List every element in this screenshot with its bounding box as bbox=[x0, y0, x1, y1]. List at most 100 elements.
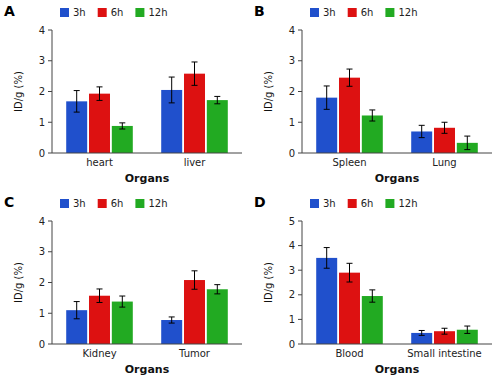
error-cap bbox=[347, 86, 353, 87]
error-stem bbox=[122, 296, 123, 307]
bars bbox=[316, 69, 478, 153]
error-cap bbox=[419, 137, 425, 138]
y-axis-label: ID/g (%) bbox=[263, 71, 274, 112]
y-tick bbox=[48, 313, 52, 314]
error-cap bbox=[442, 334, 448, 335]
error-stem bbox=[444, 328, 445, 334]
x-axis bbox=[302, 153, 492, 154]
error-cap bbox=[214, 284, 220, 285]
error-bar bbox=[97, 87, 103, 101]
error-bar bbox=[419, 330, 425, 335]
legend-item: 3h bbox=[60, 7, 86, 18]
legend-label: 12h bbox=[398, 7, 417, 18]
error-cap bbox=[369, 302, 375, 303]
error-cap bbox=[74, 301, 80, 302]
legend-label: 12h bbox=[148, 198, 167, 209]
legend-swatch bbox=[348, 199, 357, 208]
error-cap bbox=[192, 61, 198, 62]
bar bbox=[316, 258, 337, 344]
error-cap bbox=[192, 85, 198, 86]
bars bbox=[66, 271, 228, 344]
panel-label: A bbox=[4, 3, 15, 19]
panel-label: C bbox=[4, 194, 14, 210]
error-stem bbox=[194, 271, 195, 289]
legend-label: 3h bbox=[73, 7, 86, 18]
legend-item: 6h bbox=[98, 198, 124, 209]
y-tick-label: 5 bbox=[289, 216, 295, 227]
error-bar bbox=[464, 326, 470, 333]
legend-label: 6h bbox=[361, 198, 374, 209]
bar bbox=[362, 296, 383, 344]
error-cap bbox=[214, 293, 220, 294]
legend-item: 12h bbox=[135, 198, 167, 209]
legend-label: 3h bbox=[323, 7, 336, 18]
error-stem bbox=[326, 86, 327, 109]
error-cap bbox=[324, 268, 330, 269]
y-tick bbox=[298, 294, 302, 295]
error-cap bbox=[347, 69, 353, 70]
y-tick bbox=[48, 282, 52, 283]
panel-label: B bbox=[254, 3, 265, 19]
error-cap bbox=[369, 109, 375, 110]
legend-label: 12h bbox=[398, 198, 417, 209]
error-bar bbox=[74, 91, 80, 113]
y-tick-label: 1 bbox=[289, 314, 295, 325]
error-stem bbox=[76, 302, 77, 319]
y-axis-label: ID/g (%) bbox=[13, 262, 24, 303]
y-tick bbox=[298, 344, 302, 345]
y-tick bbox=[298, 221, 302, 222]
legend-item: 6h bbox=[348, 7, 374, 18]
legend: 3h6h12h bbox=[60, 7, 167, 18]
error-cap bbox=[442, 328, 448, 329]
y-tick bbox=[298, 319, 302, 320]
legend-label: 3h bbox=[73, 198, 86, 209]
error-cap bbox=[419, 125, 425, 126]
error-cap bbox=[119, 129, 125, 130]
error-bar bbox=[169, 77, 175, 103]
legend-item: 12h bbox=[385, 7, 417, 18]
x-tick-label: liver bbox=[184, 157, 207, 168]
y-axis bbox=[52, 221, 53, 344]
x-tick-label: Kidney bbox=[82, 348, 116, 359]
legend: 3h 6h 12h bbox=[310, 7, 417, 18]
error-cap bbox=[169, 323, 175, 324]
error-stem bbox=[99, 87, 100, 101]
y-tick-label: 2 bbox=[39, 277, 45, 288]
bars bbox=[316, 248, 478, 344]
legend-item: 3h bbox=[60, 198, 86, 209]
error-cap bbox=[442, 133, 448, 134]
y-tick bbox=[48, 30, 52, 31]
error-cap bbox=[324, 85, 330, 86]
legend-label: 6h bbox=[111, 198, 124, 209]
y-tick bbox=[298, 153, 302, 154]
error-bar bbox=[192, 271, 198, 289]
error-cap bbox=[369, 121, 375, 122]
y-tick bbox=[298, 60, 302, 61]
error-cap bbox=[464, 326, 470, 327]
error-cap bbox=[192, 270, 198, 271]
y-tick-label: 1 bbox=[39, 308, 45, 319]
y-tick bbox=[48, 251, 52, 252]
error-stem bbox=[372, 290, 373, 302]
x-tick-label: Lung bbox=[432, 157, 456, 168]
error-bar bbox=[442, 328, 448, 334]
error-bar bbox=[347, 263, 353, 282]
x-axis bbox=[302, 344, 492, 345]
y-tick-label: 1 bbox=[289, 117, 295, 128]
legend-swatch bbox=[348, 8, 357, 17]
error-stem bbox=[349, 263, 350, 282]
error-stem bbox=[421, 330, 422, 335]
legend-item: 3h bbox=[310, 7, 336, 18]
bar bbox=[184, 280, 205, 344]
bar bbox=[339, 78, 360, 153]
error-cap bbox=[464, 333, 470, 334]
error-bar bbox=[119, 296, 125, 307]
error-bar bbox=[119, 123, 125, 129]
y-axis-label: ID/g (%) bbox=[13, 71, 24, 112]
panel: 012345BloodSmall intestineOrgansID/g (%)… bbox=[254, 194, 492, 376]
x-tick-label: Blood bbox=[335, 348, 363, 359]
y-tick-label: 4 bbox=[39, 216, 45, 227]
legend-item: 6h bbox=[98, 7, 124, 18]
bar bbox=[112, 126, 133, 153]
error-cap bbox=[214, 103, 220, 104]
